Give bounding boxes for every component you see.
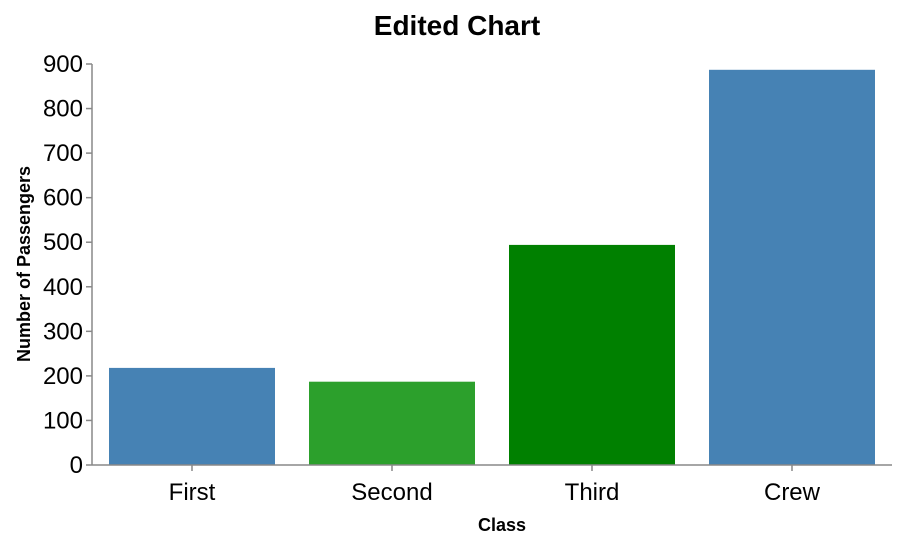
bar-first [109, 367, 275, 465]
x-tick-label: Third [565, 479, 620, 506]
y-tick-label: 700 [43, 140, 83, 167]
y-tick-label: 500 [43, 229, 83, 256]
y-tick-label: 300 [43, 318, 83, 345]
y-axis: 0 100 200 300 400 500 600 700 800 900 [43, 51, 93, 479]
y-tick-label: 800 [43, 96, 83, 123]
x-tick-label: First [169, 479, 216, 506]
x-axis-title: Class [478, 515, 526, 535]
y-tick-label: 600 [43, 185, 83, 212]
bar-second [309, 381, 475, 465]
x-axis: First Second Third Crew [92, 464, 892, 506]
x-tick-label: Second [351, 479, 432, 506]
bars [109, 69, 875, 466]
y-tick-label: 200 [43, 363, 83, 390]
bar-third [509, 244, 675, 465]
chart-title: Edited Chart [374, 10, 540, 41]
x-tick-label: Crew [764, 479, 821, 506]
y-axis-title: Number of Passengers [14, 166, 34, 362]
y-tick-label: 400 [43, 274, 83, 301]
bar-crew [709, 69, 875, 466]
y-tick-label: 100 [43, 407, 83, 434]
y-tick-label: 900 [43, 51, 83, 78]
y-tick-label: 0 [70, 452, 83, 479]
